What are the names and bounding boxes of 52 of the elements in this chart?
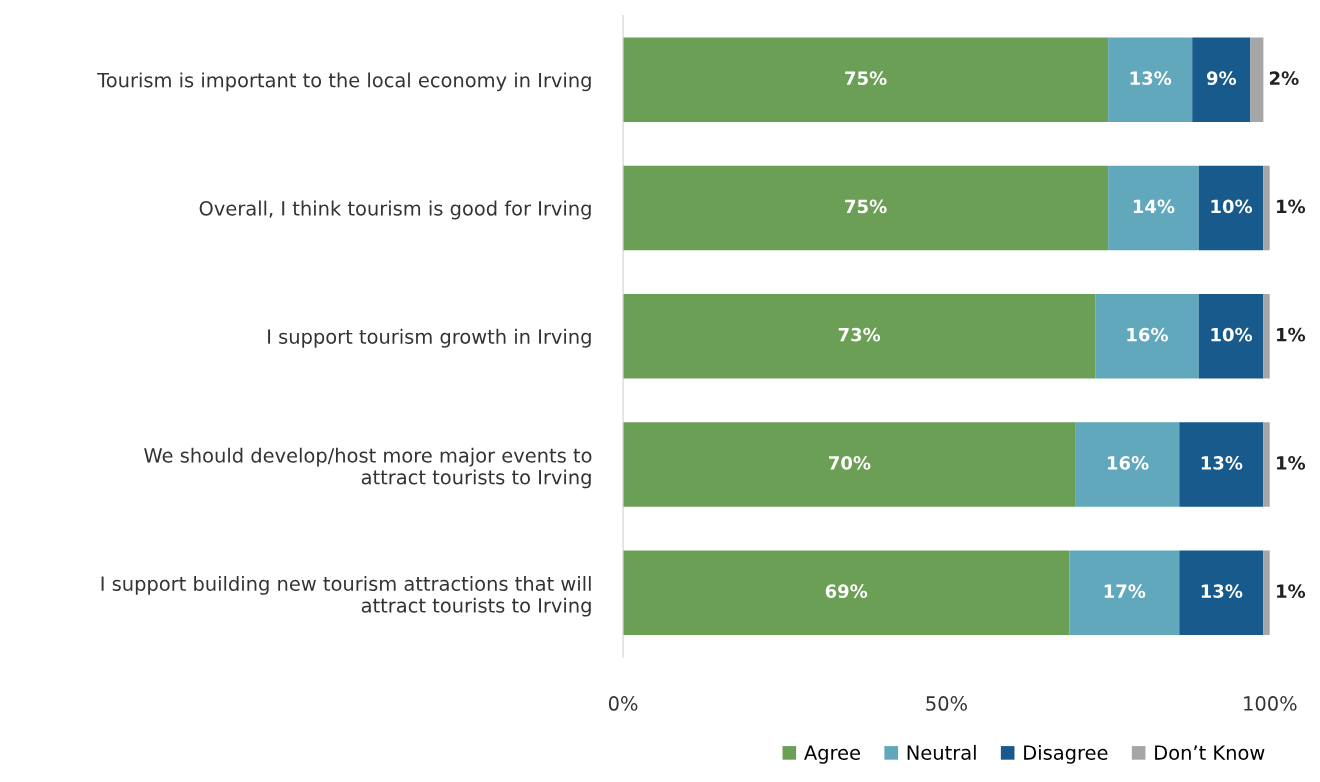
- bar: [1198, 165, 1264, 251]
- x-tick-label: 50%: [926, 696, 967, 711]
- data-label: 16%: [1127, 327, 1168, 342]
- bar: [623, 37, 1109, 123]
- bar: [623, 165, 1109, 251]
- data-label: 10%: [1211, 327, 1253, 342]
- data-label: 2%: [1269, 71, 1299, 85]
- y-tick-label: We should develop/host more major events to attract tourists to Irving: [144, 447, 592, 489]
- data-label: 13%: [1201, 584, 1243, 598]
- data-label: 69%: [825, 584, 868, 598]
- y-tick-label: I support building new tourism attractions that will attract tourists to Irving: [101, 575, 591, 617]
- data-label: 16%: [1107, 456, 1149, 470]
- data-label: 1%: [1277, 456, 1306, 470]
- bar: [1198, 293, 1264, 379]
- data-label: 75%: [845, 199, 887, 214]
- bar: [1069, 550, 1180, 636]
- x-tick-label: 0%: [608, 696, 638, 711]
- bar: [1179, 422, 1264, 507]
- legend-label: Neutral: [907, 744, 976, 760]
- data-label: 10%: [1211, 199, 1253, 214]
- data-label: 13%: [1201, 456, 1243, 470]
- legend-label: Agree: [804, 745, 861, 764]
- data-label: 70%: [829, 456, 871, 470]
- bar: [623, 293, 1096, 379]
- y-tick-label: Overall, I think tourism is good for Irving: [199, 200, 591, 220]
- bar: [1263, 550, 1270, 636]
- bar: [623, 550, 1070, 636]
- bar: [623, 422, 1076, 507]
- data-label: 14%: [1133, 199, 1175, 214]
- legend-label: Don’t Know: [1155, 745, 1265, 760]
- bar: [1108, 37, 1193, 123]
- bar: [1192, 37, 1251, 123]
- bar: [1263, 422, 1270, 507]
- x-tick-label: 100%: [1244, 696, 1297, 711]
- data-label: 9%: [1206, 71, 1237, 85]
- bar: [1075, 422, 1180, 507]
- data-label: 1%: [1277, 327, 1306, 342]
- data-label: 75%: [845, 71, 887, 85]
- bar: [1263, 165, 1270, 251]
- bar: [1250, 37, 1264, 123]
- data-label: 73%: [838, 327, 881, 342]
- bar: [1179, 550, 1264, 636]
- data-label: 1%: [1277, 199, 1306, 214]
- data-label: 13%: [1130, 71, 1172, 85]
- bar: [1263, 293, 1270, 379]
- data-label: 17%: [1104, 584, 1146, 598]
- bar: [1095, 293, 1199, 379]
- legend-label: Disagree: [1024, 744, 1108, 764]
- bar: [1108, 165, 1199, 251]
- data-label: 1%: [1277, 584, 1306, 598]
- y-tick-label: I support tourism growth in Irving: [268, 328, 591, 348]
- y-tick-label: Tourism is important to the local economy in Irving: [97, 72, 591, 92]
